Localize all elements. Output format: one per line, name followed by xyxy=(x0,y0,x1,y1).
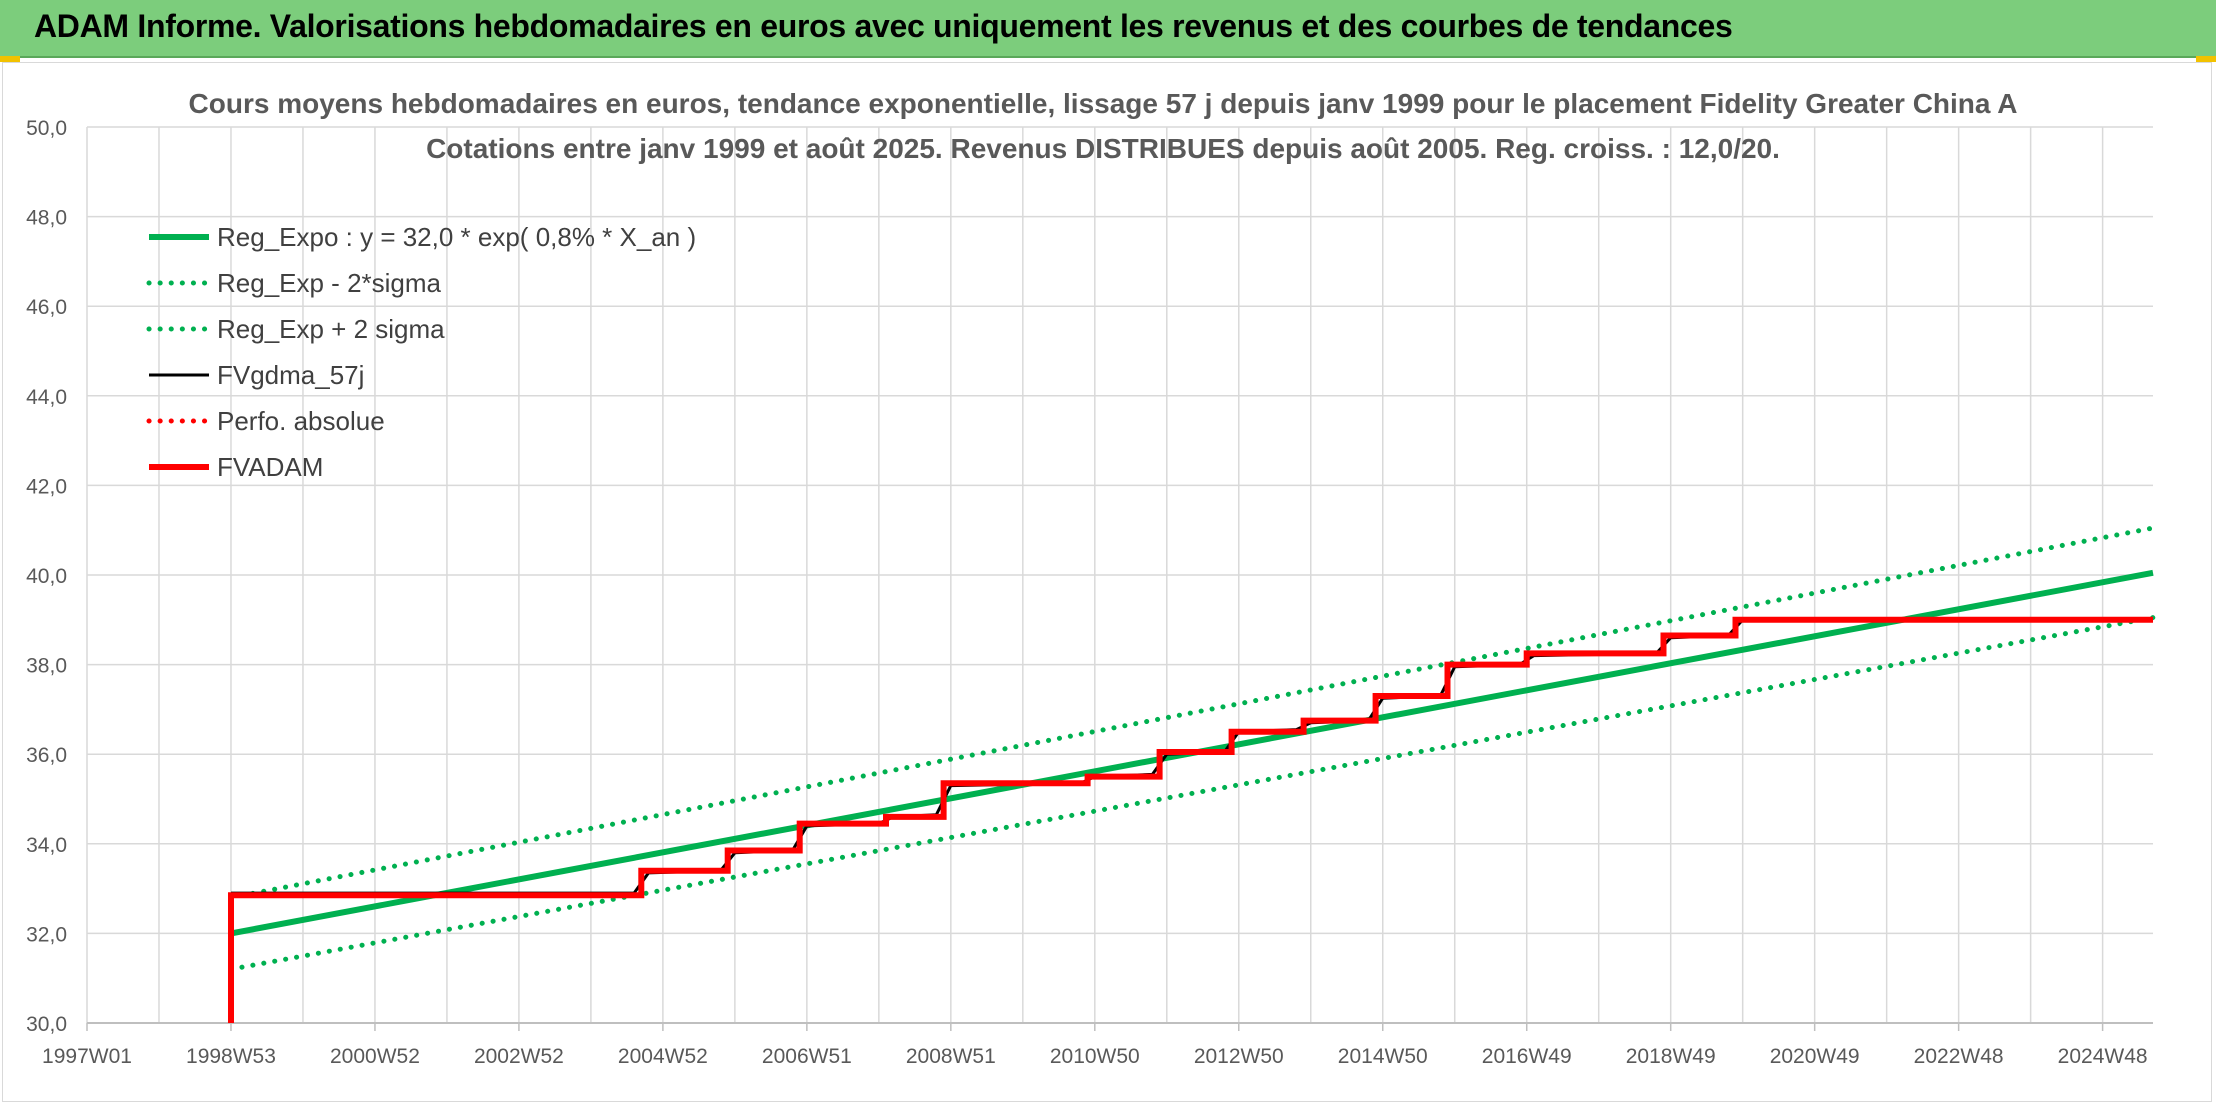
x-tick-label: 2004W52 xyxy=(618,1045,708,1068)
legend: Reg_Expo : y = 32,0 * exp( 0,8% * X_an )… xyxy=(146,222,696,482)
y-tick-label: 44,0 xyxy=(26,386,67,409)
x-tick-label: 2014W50 xyxy=(1338,1045,1428,1068)
x-tick-label: 2024W48 xyxy=(2058,1045,2148,1068)
x-tick-label: 2016W49 xyxy=(1482,1045,1572,1068)
series-line-fvadam xyxy=(228,616,2153,1023)
chart-title-line-1: Cours moyens hebdomadaires en euros, ten… xyxy=(189,88,2018,119)
corner-marker-right xyxy=(2196,56,2216,62)
series-line-reg-exp-2-sigma xyxy=(228,615,2156,972)
x-tick-label: 2002W52 xyxy=(474,1045,564,1068)
legend-label: Reg_Exp - 2*sigma xyxy=(217,268,442,298)
y-tick-label: 42,0 xyxy=(26,475,67,498)
chart-title-line-2: Cotations entre janv 1999 et août 2025. … xyxy=(426,133,1780,164)
series xyxy=(228,525,2156,1023)
x-tick-label: 2000W52 xyxy=(330,1045,420,1068)
y-tick-label: 38,0 xyxy=(26,655,67,678)
legend-label: FVADAM xyxy=(217,452,323,482)
x-tick-label: 2022W48 xyxy=(1914,1045,2004,1068)
x-tick-label: 2006W51 xyxy=(762,1045,852,1068)
x-tick-label: 2012W50 xyxy=(1194,1045,1284,1068)
legend-label: Reg_Exp + 2 sigma xyxy=(217,314,445,344)
x-tick-label: 1997W01 xyxy=(42,1045,132,1068)
axes: 30,0 32,0 34,0 36,0 38,0 40,0 42,0 44,0 46,0 48,0… xyxy=(26,117,2153,1068)
x-tick-label: 1998W53 xyxy=(186,1045,276,1068)
x-tick-label: 2018W49 xyxy=(1626,1045,1716,1068)
y-tick-label: 34,0 xyxy=(26,834,67,857)
y-tick-label: 32,0 xyxy=(26,923,67,946)
x-tick-label: 2008W51 xyxy=(906,1045,996,1068)
series-line-reg-exp-2-sigma xyxy=(228,525,2156,901)
legend-label: Perfo. absolue xyxy=(217,406,385,436)
chart-area: 30,0 32,0 34,0 36,0 38,0 40,0 42,0 44,0 46,0 48,0… xyxy=(2,62,2212,1102)
y-tick-label: 40,0 xyxy=(26,565,67,588)
x-tick-label: 2010W50 xyxy=(1050,1045,1140,1068)
y-tick-label: 50,0 xyxy=(26,117,67,140)
y-tick-label: 48,0 xyxy=(26,207,67,230)
report-title: ADAM Informe. Valorisations hebdomadaire… xyxy=(34,8,1733,44)
report-banner: ADAM Informe. Valorisations hebdomadaire… xyxy=(0,0,2216,58)
legend-label: Reg_Expo : y = 32,0 * exp( 0,8% * X_an ) xyxy=(217,222,696,252)
corner-marker-left xyxy=(0,56,20,62)
grid xyxy=(86,126,2153,1024)
y-tick-label: 36,0 xyxy=(26,744,67,767)
line-chart: 30,0 32,0 34,0 36,0 38,0 40,0 42,0 44,0 46,0 48,0… xyxy=(26,88,2156,1068)
y-tick-label: 30,0 xyxy=(26,1013,67,1036)
legend-label: FVgdma_57j xyxy=(217,360,364,390)
x-tick-label: 2020W49 xyxy=(1770,1045,1860,1068)
y-tick-label: 46,0 xyxy=(26,296,67,319)
